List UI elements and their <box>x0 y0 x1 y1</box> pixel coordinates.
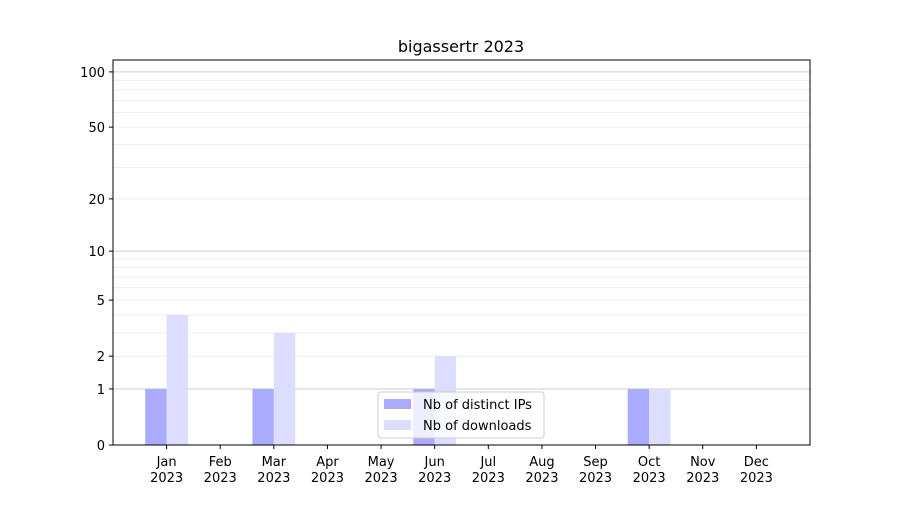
y-tick-label: 10 <box>88 245 105 260</box>
x-tick-label: Feb <box>209 455 232 470</box>
x-tick-label: 2023 <box>365 471 398 486</box>
legend-label-ips: Nb of distinct IPs <box>423 398 532 413</box>
x-tick-label: Mar <box>262 455 287 470</box>
y-tick-label: 1 <box>97 383 105 398</box>
y-tick-label: 5 <box>97 294 105 309</box>
x-tick-label: May <box>368 455 395 470</box>
y-tick-label: 2 <box>97 350 105 365</box>
x-tick-label: Sep <box>583 455 608 470</box>
x-tick-label: 2023 <box>311 471 344 486</box>
x-tick-label: Aug <box>529 455 554 470</box>
y-tick-label: 50 <box>88 121 105 136</box>
x-tick-label: 2023 <box>257 471 290 486</box>
bar-distinct-ips <box>627 388 650 445</box>
bar-distinct-ips <box>145 388 167 445</box>
x-tick-label: Jan <box>156 455 177 470</box>
y-tick-label: 100 <box>80 66 105 81</box>
x-tick-label: Apr <box>316 455 339 470</box>
y-tick-label: 20 <box>88 193 105 208</box>
x-tick-label: Jul <box>479 455 496 470</box>
x-tick-label: 2023 <box>579 471 612 486</box>
x-tick-label: Oct <box>638 455 660 470</box>
bar-downloads <box>166 314 189 445</box>
bar-distinct-ips <box>252 388 274 445</box>
legend-swatch-ips <box>384 399 411 409</box>
x-tick-label: 2023 <box>633 471 666 486</box>
x-tick-label: 2023 <box>740 471 773 486</box>
x-tick-label: 2023 <box>472 471 505 486</box>
y-tick-label: 0 <box>97 439 105 454</box>
x-tick-label: 2023 <box>525 471 558 486</box>
x-tick-label: 2023 <box>418 471 451 486</box>
legend-label-downloads: Nb of downloads <box>423 419 532 434</box>
x-tick-label: Jun <box>424 455 445 470</box>
x-tick-label: Dec <box>744 455 769 470</box>
bar-downloads <box>273 332 296 445</box>
legend-swatch-downloads <box>384 420 411 430</box>
bar-downloads <box>649 388 671 445</box>
x-tick-label: 2023 <box>686 471 719 486</box>
legend: Nb of distinct IPs Nb of downloads <box>377 391 545 439</box>
legend-box <box>377 391 545 439</box>
axes-frame <box>112 59 811 446</box>
x-tick-label: Nov <box>690 455 716 470</box>
x-tick-label: 2023 <box>204 471 237 486</box>
x-tick-label: 2023 <box>150 471 183 486</box>
chart-title: bigassertr 2023 <box>398 37 524 56</box>
